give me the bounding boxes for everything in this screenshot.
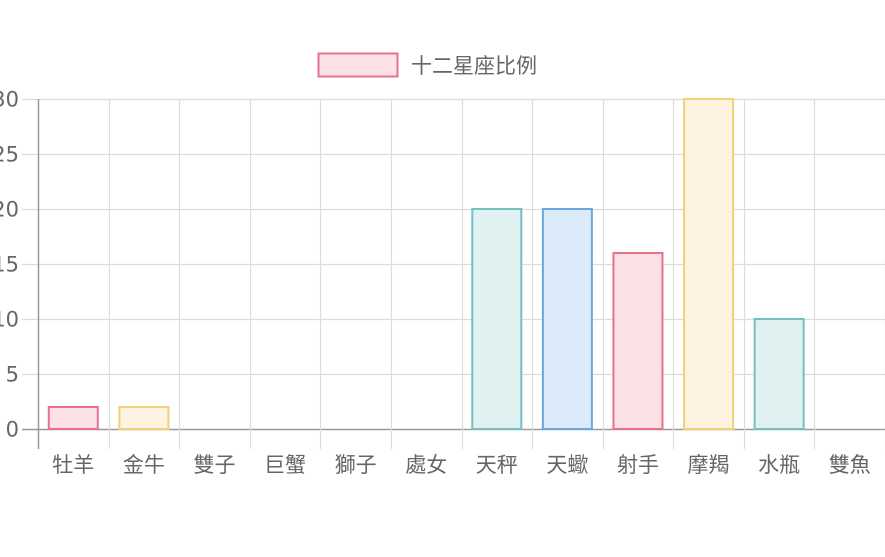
grid xyxy=(22,98,885,449)
y-tick-label: 30 xyxy=(0,88,19,112)
y-tick-label: 20 xyxy=(0,198,19,222)
y-tick-label: 0 xyxy=(6,418,19,442)
x-tick-label: 摩羯 xyxy=(688,453,730,477)
x-tick-label: 天蠍 xyxy=(546,453,588,477)
y-tick-label: 10 xyxy=(0,308,19,332)
x-tick-label: 處女 xyxy=(405,453,447,477)
x-tick-label: 巨蟹 xyxy=(264,453,306,477)
y-tick-label: 25 xyxy=(0,143,19,167)
bar-牡羊[interactable] xyxy=(47,406,99,430)
bar-天秤[interactable] xyxy=(471,208,523,430)
bar-射手[interactable] xyxy=(612,252,664,430)
bar-金牛[interactable] xyxy=(118,406,170,430)
x-tick-label: 射手 xyxy=(617,453,659,477)
legend-swatch[interactable] xyxy=(317,52,399,78)
x-tick-label: 雙魚 xyxy=(829,453,871,477)
x-tick-label: 天秤 xyxy=(476,453,518,477)
bar-水瓶[interactable] xyxy=(753,318,805,430)
bar-摩羯[interactable] xyxy=(683,98,735,430)
bar-天蠍[interactable] xyxy=(541,208,593,430)
x-tick-label: 雙子 xyxy=(193,453,235,477)
x-tick-label: 水瓶 xyxy=(758,453,800,477)
axes: 0 5 10 15 20 25 30 牡羊 金牛 雙子 巨蟹 獅子 處女 天秤 天蠍 射手 摩羯 水瓶 雙魚 xyxy=(0,88,871,478)
y-tick-label: 15 xyxy=(0,253,19,277)
x-tick-label: 金牛 xyxy=(123,453,165,477)
x-tick-label: 牡羊 xyxy=(52,453,94,477)
legend[interactable]: 十二星座比例 xyxy=(317,52,538,79)
legend-label[interactable]: 十二星座比例 xyxy=(411,54,537,78)
y-tick-label: 5 xyxy=(6,363,19,387)
bars xyxy=(47,98,805,430)
x-tick-label: 獅子 xyxy=(335,453,377,477)
